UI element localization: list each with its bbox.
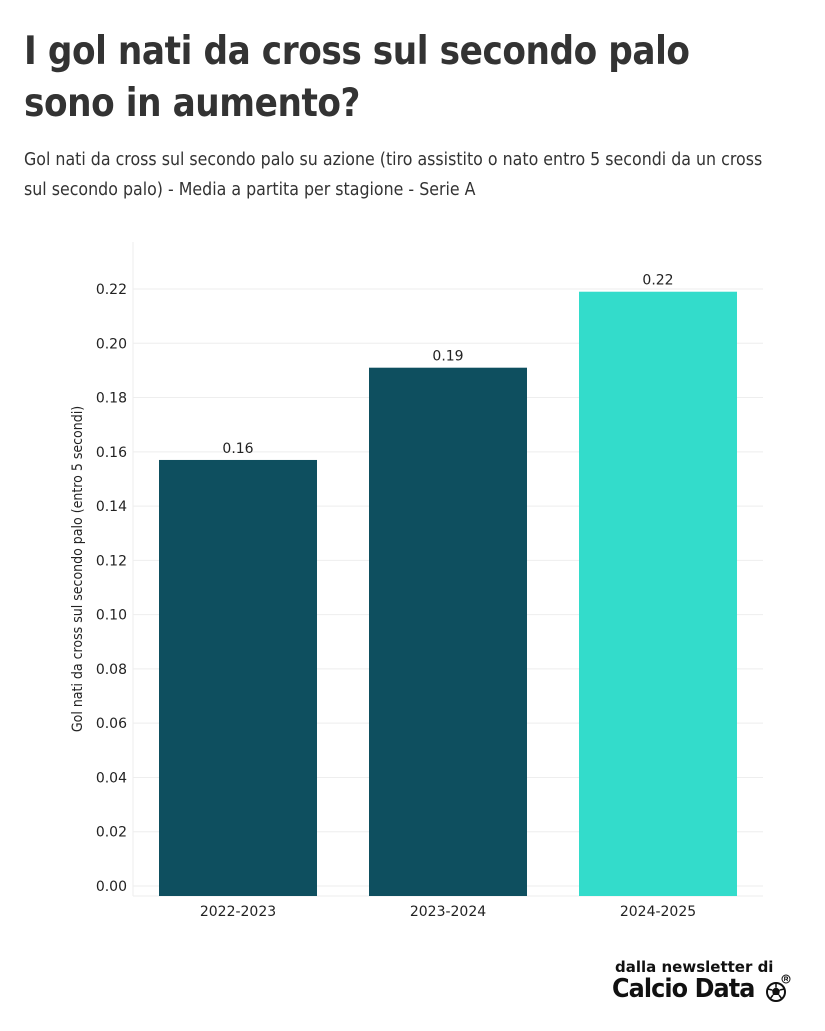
- y-tick-label: 0.06: [96, 716, 127, 732]
- bar: [159, 459, 317, 896]
- y-tick-label: 0.20: [96, 336, 127, 352]
- x-tick-label: 2024-2025: [620, 904, 696, 920]
- y-tick-label: 0.14: [96, 499, 127, 515]
- y-tick-label: 0.22: [96, 282, 127, 298]
- bar-value-label: 0.16: [222, 441, 253, 457]
- bars: [159, 291, 737, 897]
- chart-subtitle: Gol nati da cross sul secondo palo su az…: [24, 149, 763, 200]
- y-tick-label: 0.08: [96, 662, 127, 678]
- brand-signature: dalla newsletter di Calcio Data: [612, 958, 812, 1004]
- bar: [579, 291, 737, 896]
- x-axis-ticks: 2022-2023 2023-2024 2024-2025: [200, 904, 696, 920]
- y-axis-ticks: 0.00 0.02 0.04 0.06 0.08 0.10 0.12 0.14 0.16 0.18…: [96, 282, 127, 895]
- bar: [369, 367, 527, 897]
- y-tick-label: 0.02: [96, 825, 127, 841]
- chart-title: I gol nati da cross sul secondo palo son…: [24, 29, 690, 126]
- bar-value-labels: 0.16 0.19 0.22: [222, 273, 673, 457]
- y-tick-label: 0.18: [96, 391, 127, 407]
- bar-value-label: 0.19: [432, 349, 463, 365]
- y-tick-label: 0.00: [96, 879, 127, 895]
- y-tick-label: 0.04: [96, 770, 127, 786]
- brand-name: Calcio Data: [612, 974, 755, 1004]
- bar-value-label: 0.22: [642, 273, 673, 289]
- x-tick-label: 2023-2024: [410, 904, 486, 920]
- soccer-ball-registered-icon: [765, 974, 791, 1002]
- y-tick-label: 0.12: [96, 553, 127, 569]
- brand-prefix: dalla newsletter di: [615, 958, 774, 976]
- y-axis-label: Gol nati da cross sul secondo palo (entr…: [70, 406, 86, 732]
- x-tick-label: 2022-2023: [200, 904, 276, 920]
- y-tick-label: 0.16: [96, 445, 127, 461]
- y-tick-label: 0.10: [96, 608, 127, 624]
